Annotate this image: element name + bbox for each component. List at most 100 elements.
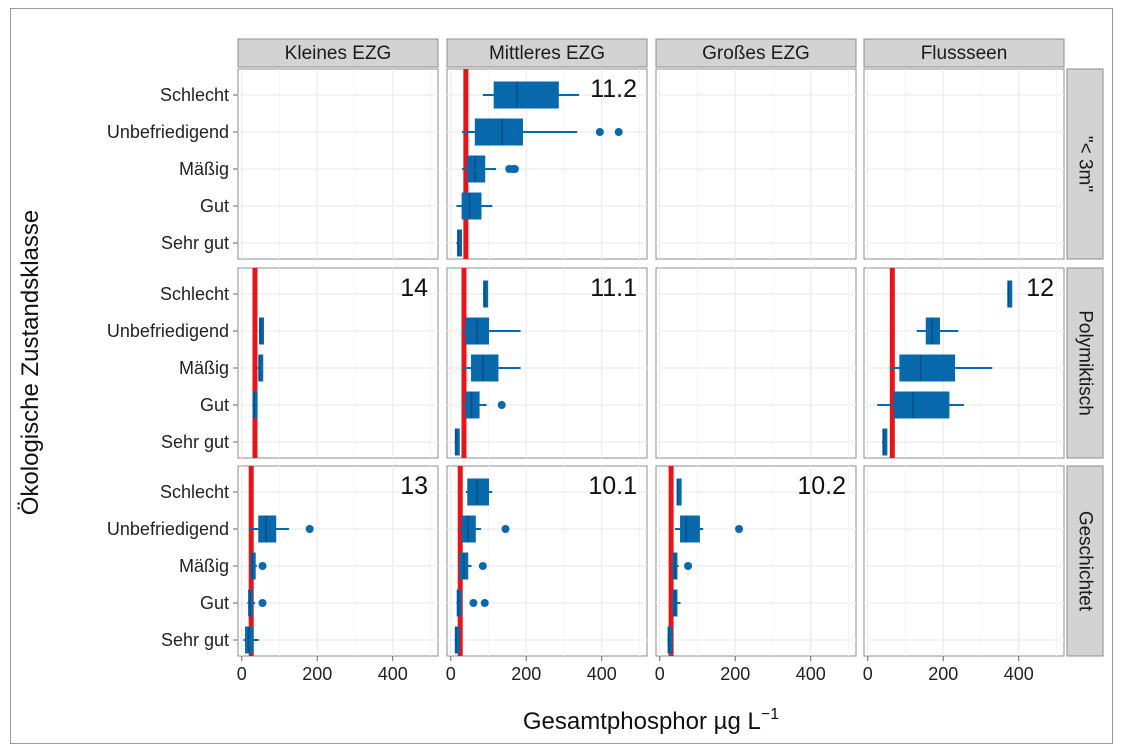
y-tick-label: Unbefriedigend [107,321,229,341]
box [882,428,888,456]
box [250,552,256,580]
column-strip-label: Flussseen [921,43,1008,64]
panel-background [655,465,857,657]
y-tick-label: Mäßig [179,159,229,179]
outlier-point [510,165,519,173]
y-tick-label: Schlecht [160,85,229,105]
outlier-point [478,562,487,570]
box [258,354,264,382]
box [259,317,265,345]
box [456,589,462,617]
outlier-point [469,599,478,607]
y-axis-title: Ökologische Zustandsklasse [17,210,44,515]
panel-background [237,68,439,260]
panel-label: 12 [1026,274,1054,302]
x-tick-label: 200 [511,664,541,684]
y-tick-label: Gut [200,593,229,613]
outlier-point [614,128,623,136]
panel-background [863,68,1065,260]
row-strip-label: Polymiktisch [1075,310,1096,416]
y-tick-label: Unbefriedigend [107,519,229,539]
outlier-point [501,525,510,533]
outlier-point [684,562,693,570]
y-tick-label: Schlecht [160,482,229,502]
outlier-point [497,401,506,409]
y-tick-label: Gut [200,395,229,415]
outlier-point [480,599,489,607]
y-tick-label: Sehr gut [161,432,229,452]
y-tick-label: Mäßig [179,358,229,378]
panel-background [237,465,439,657]
column-strip [863,38,1065,68]
row-strip-label: Geschichtet [1075,511,1096,612]
box [454,626,460,654]
box [454,428,460,456]
box [465,391,480,419]
box [1007,280,1013,308]
row-strip [1066,267,1104,459]
box [258,515,277,543]
box [680,515,700,543]
panel-label: 11.1 [590,274,637,302]
row-strip [1066,465,1104,657]
x-tick-label: 0 [863,664,873,684]
box [899,354,956,382]
panel-background [863,465,1065,657]
x-axis-title: Gesamtphosphor µg L−1 [523,706,779,735]
panel-background [655,267,857,459]
x-tick-label: 200 [928,664,958,684]
column-strip [446,38,648,68]
column-strip [655,38,857,68]
box [245,626,254,654]
box [483,280,489,308]
row-strip-label: "< 3m" [1075,136,1096,192]
y-tick-label: Unbefriedigend [107,122,229,142]
panel-label: 13 [400,472,428,500]
x-tick-label: 400 [1004,664,1034,684]
outlier-point [735,525,744,533]
panel-background [863,267,1065,459]
x-tick-label: 0 [446,664,456,684]
column-strip [237,38,439,68]
x-tick-label: 200 [720,664,750,684]
box [457,229,463,257]
y-tick-label: Schlecht [160,284,229,304]
box [252,391,258,419]
x-tick-label: 200 [302,664,332,684]
panel-label: 11.2 [590,75,637,103]
outlier-point [305,525,314,533]
y-tick-label: Sehr gut [161,233,229,253]
panel-background [655,68,857,260]
x-tick-label: 400 [796,664,826,684]
x-tick-label: 400 [587,664,617,684]
box [474,118,523,146]
box [467,155,486,183]
box [493,81,559,109]
box [667,626,673,654]
column-strip-label: Mittleres EZG [489,43,605,64]
panel-label: 10.2 [797,472,846,500]
box [461,515,476,543]
x-tick-label: 0 [237,664,247,684]
outlier-point [595,128,604,136]
y-tick-label: Gut [200,196,229,216]
panel-label: 10.1 [588,472,637,500]
y-tick-label: Mäßig [179,556,229,576]
box [893,391,950,419]
x-tick-label: 400 [378,664,408,684]
box [467,478,490,506]
box [471,354,499,382]
outlier-point [258,562,267,570]
column-strip-label: Großes EZG [702,43,810,64]
x-axis-title-exponent: −1 [761,706,779,723]
panel-background [237,267,439,459]
panel-label: 14 [400,274,428,302]
x-tick-label: 0 [655,664,665,684]
box [925,317,940,345]
outlier-point [258,599,267,607]
column-strip-label: Kleines EZG [285,43,392,64]
row-strip [1066,68,1104,260]
y-tick-label: Sehr gut [161,630,229,650]
box [461,192,482,220]
